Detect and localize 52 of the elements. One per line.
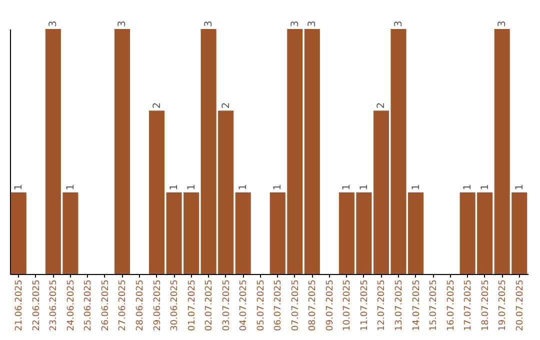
data-label: 2 [376,102,388,109]
data-label: 2 [152,102,163,109]
x-tick-label: 27.06.2025 [118,280,128,332]
data-label: 3 [307,20,318,27]
data-label: 1 [342,184,353,190]
data-label: 1 [272,184,284,190]
x-tick-label: 26.06.2025 [100,280,111,332]
x-tick-label: 09.07.2025 [325,280,336,332]
x-tick-label: 29.06.2025 [152,280,163,332]
data-label: 1 [462,184,474,190]
data-label: 1 [480,184,491,190]
x-tick-label: 22.06.2025 [32,280,42,332]
data-label: 3 [497,20,508,27]
data-label: 1 [410,184,422,190]
x-tick-label: 04.07.2025 [239,280,250,332]
x-tick-label: 25.06.2025 [84,280,94,332]
x-tick-label: 10.07.2025 [342,280,353,332]
x-tick-label: 14.07.2025 [412,280,422,332]
x-tick-label: 20.07.2025 [515,280,526,332]
data-label: 1 [358,184,370,190]
x-tick-label: 30.06.2025 [170,280,180,332]
x-tick-label: 03.07.2025 [222,280,232,332]
data-label: 1 [169,184,180,190]
x-tick-label: 01.07.2025 [187,280,198,332]
x-tick-label: 07.07.2025 [290,280,301,332]
data-label: 1 [186,184,198,190]
x-tick-label: 05.07.2025 [256,280,266,332]
x-tick-label: 06.07.2025 [274,280,284,332]
data-label: 2 [220,102,232,109]
x-tick-label: 15.07.2025 [429,280,440,332]
data-label: 1 [14,184,25,190]
data-label: 1 [65,184,76,190]
x-tick-label: 11.07.2025 [360,280,370,332]
x-tick-label: 23.06.2025 [49,280,60,332]
data-label: 1 [238,184,250,190]
data-label: 3 [117,20,128,27]
data-label: 3 [48,20,60,27]
x-tick-label: 19.07.2025 [498,280,508,332]
x-tick-label: 16.07.2025 [446,280,456,332]
data-label: 3 [204,20,215,27]
x-tick-label: 21.06.2025 [14,280,25,332]
x-tick-label: 17.07.2025 [464,280,474,332]
x-tick-label: 02.07.2025 [204,280,215,332]
x-tick-label: 08.07.2025 [308,280,318,332]
data-label: 3 [394,20,404,27]
x-tick-label: 12.07.2025 [377,280,388,332]
data-label: 3 [290,20,301,27]
x-tick-label: 24.06.2025 [66,280,76,332]
x-tick-label: 28.06.2025 [136,280,146,332]
data-label: 1 [514,184,526,190]
x-tick-label: 13.07.2025 [394,280,404,332]
x-tick-label: 18.07.2025 [480,280,491,332]
